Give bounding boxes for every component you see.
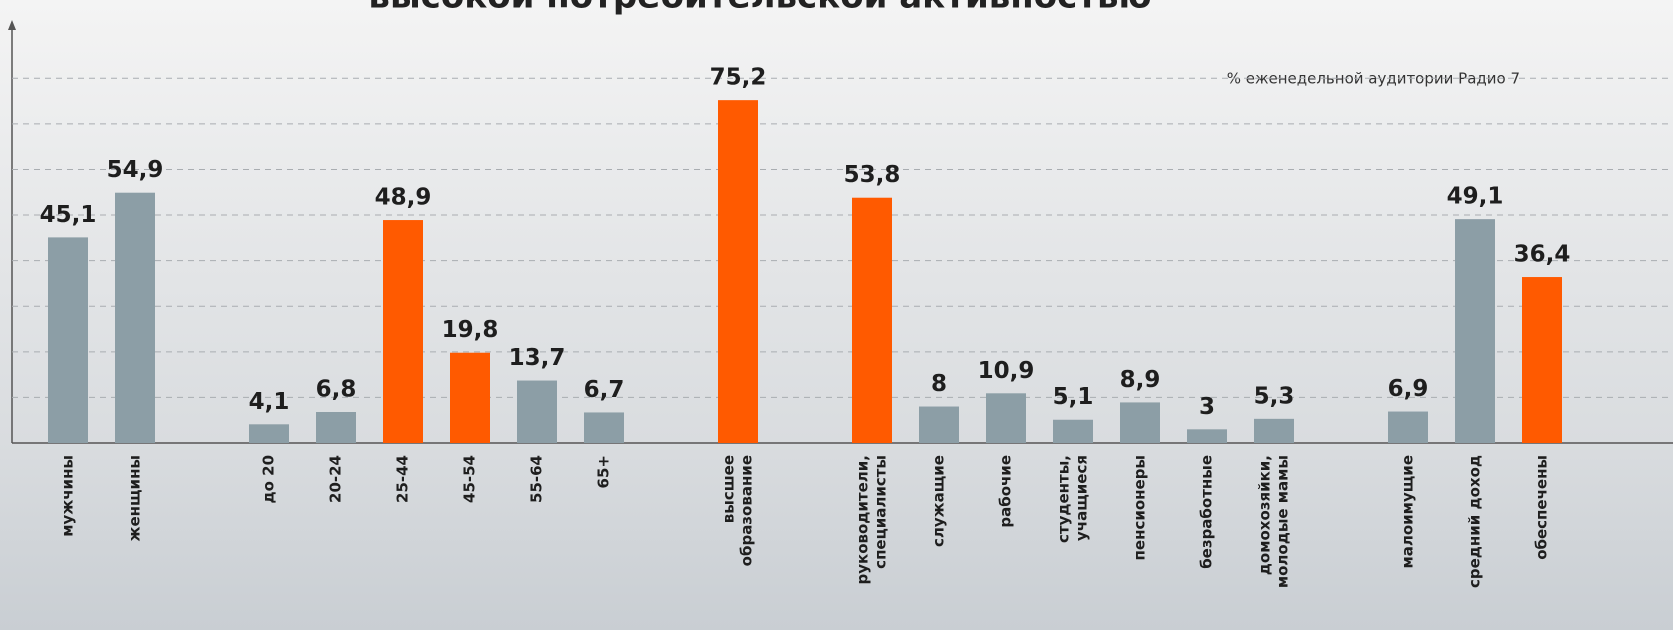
bar: [919, 406, 959, 443]
value-label: 5,1: [1053, 384, 1094, 410]
x-tick-label: 20-24: [327, 455, 345, 503]
bar: [1388, 411, 1428, 443]
x-tick-label: 55-64: [528, 455, 546, 503]
bar: [1053, 419, 1093, 443]
x-tick-label: безработные: [1198, 455, 1216, 569]
value-label: 75,2: [710, 65, 767, 91]
value-label: 49,1: [1447, 184, 1504, 210]
value-label: 4,1: [249, 389, 290, 415]
y-axis-arrow: [8, 20, 16, 30]
value-label: 48,9: [375, 185, 432, 211]
x-tick-label: студенты,: [1055, 455, 1073, 543]
value-label: 8,9: [1120, 367, 1161, 393]
bar: [1120, 402, 1160, 443]
x-tick-label: молодые мамы: [1274, 455, 1292, 588]
value-label: 45,1: [40, 202, 97, 228]
bar: [450, 352, 490, 443]
value-label: 13,7: [509, 345, 566, 371]
bar: [1254, 418, 1294, 443]
annotation: % еженедельной аудитории Радио 7: [1227, 70, 1520, 88]
bar: [986, 393, 1026, 443]
chart-title: высокой потребительской активностью: [368, 0, 1151, 17]
value-label: 19,8: [442, 317, 499, 343]
x-tick-label: образование: [738, 455, 756, 566]
x-tick-label: средний доход: [1466, 455, 1484, 588]
bar: [1522, 277, 1562, 443]
value-label: 10,9: [978, 358, 1035, 384]
value-label: 3: [1199, 394, 1215, 420]
value-label: 6,8: [316, 376, 357, 402]
bar: [1187, 429, 1227, 443]
x-tick-label: учащиеся: [1073, 455, 1091, 541]
bar: [316, 411, 356, 443]
x-tick-label: обеспечены: [1533, 455, 1551, 560]
x-tick-label: 25-44: [394, 455, 412, 503]
x-tick-label: женщины: [126, 455, 144, 541]
bar: [1455, 219, 1495, 443]
value-label: 8: [931, 371, 947, 397]
value-label: 6,9: [1388, 376, 1429, 402]
value-label: 5,3: [1254, 383, 1295, 409]
bar: [718, 100, 758, 444]
x-tick-label: пенсионеры: [1131, 455, 1149, 560]
value-label: 36,4: [1514, 242, 1571, 268]
bar: [852, 197, 892, 443]
value-label: 6,7: [584, 377, 625, 403]
x-tick-label: служащие: [930, 455, 948, 547]
x-tick-label: малоимущие: [1399, 455, 1417, 569]
x-tick-label: 45-54: [461, 455, 479, 503]
bar: [48, 237, 88, 443]
x-tick-label: руководители,: [854, 455, 872, 585]
bar: [115, 192, 155, 443]
value-label: 53,8: [844, 162, 901, 188]
bar: [383, 220, 423, 443]
value-label: 54,9: [107, 157, 164, 183]
x-tick-label: 65+: [595, 455, 613, 488]
bar: [584, 412, 624, 443]
x-tick-label: до 20: [260, 455, 278, 504]
x-tick-label: домохозяйки,: [1256, 455, 1274, 575]
x-tick-label: специалисты: [872, 455, 890, 569]
x-tick-label: рабочие: [997, 455, 1015, 528]
x-tick-label: мужчины: [59, 455, 77, 537]
x-tick-label: высшее: [720, 455, 738, 523]
bar: [249, 424, 289, 443]
bar: [517, 380, 557, 443]
